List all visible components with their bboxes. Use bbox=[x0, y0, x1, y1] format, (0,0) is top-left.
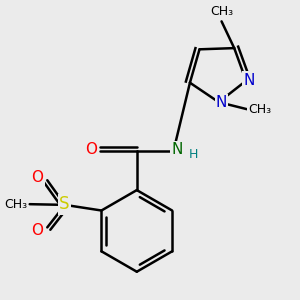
Text: S: S bbox=[59, 195, 69, 213]
Text: O: O bbox=[32, 170, 44, 185]
Text: O: O bbox=[85, 142, 97, 157]
Text: CH₃: CH₃ bbox=[248, 103, 271, 116]
Text: O: O bbox=[32, 223, 44, 238]
Text: N: N bbox=[216, 95, 227, 110]
Text: CH₃: CH₃ bbox=[210, 5, 233, 18]
Text: CH₃: CH₃ bbox=[4, 198, 27, 211]
Text: H: H bbox=[189, 148, 198, 161]
Text: N: N bbox=[171, 142, 183, 157]
Text: N: N bbox=[243, 73, 255, 88]
